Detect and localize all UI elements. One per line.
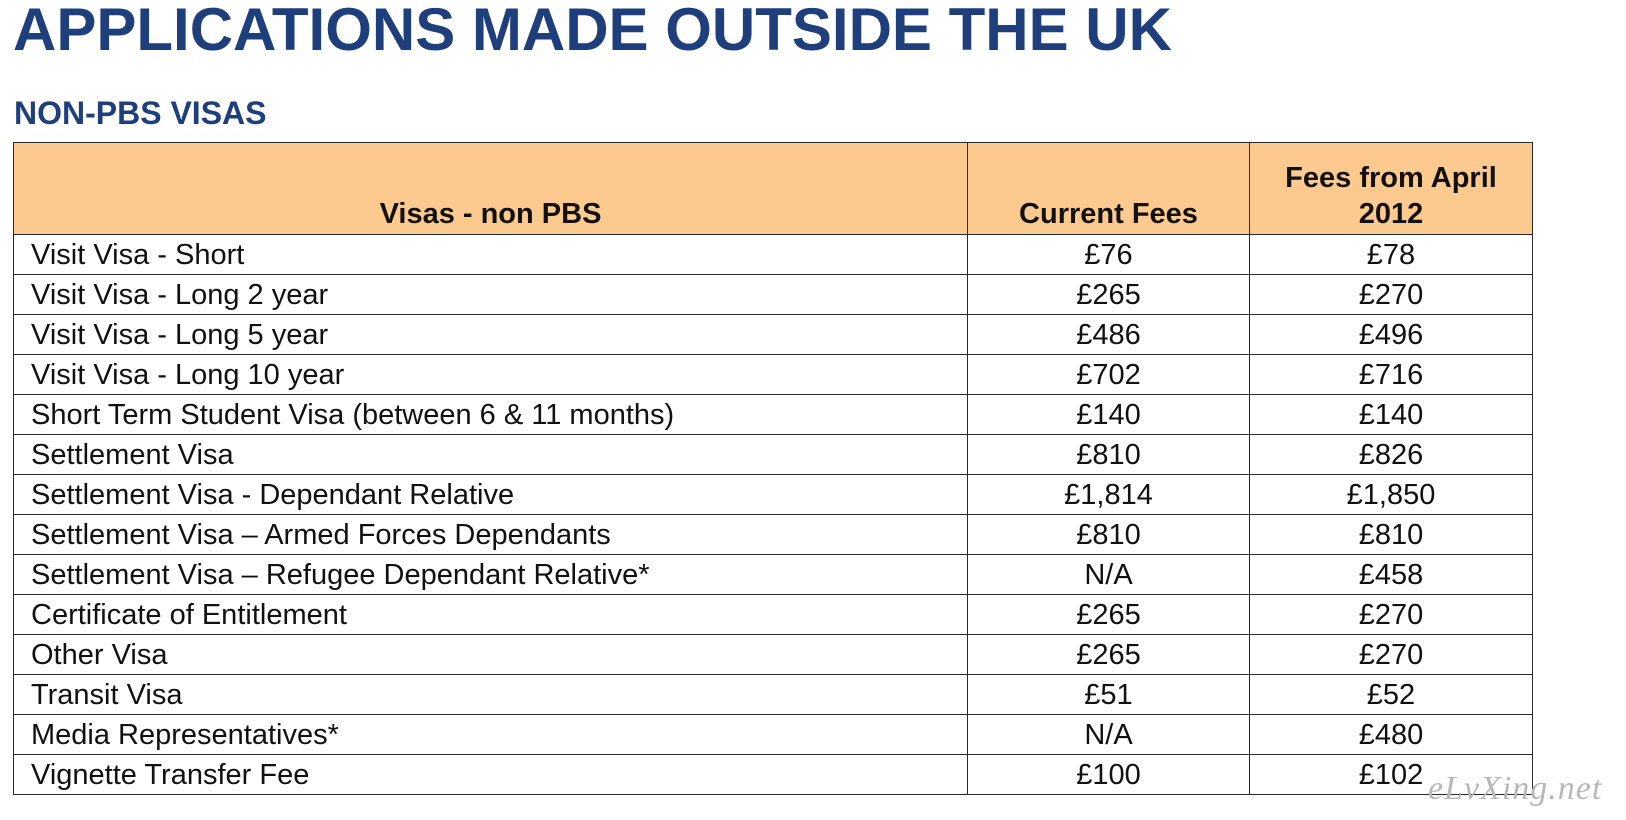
current-fee-cell: £1,814 bbox=[967, 474, 1250, 515]
visa-type-cell: Settlement Visa - Dependant Relative bbox=[13, 474, 968, 515]
table-row: Visit Visa - Long 5 year £486 £496 bbox=[13, 314, 1533, 355]
current-fee-cell: £76 bbox=[967, 234, 1250, 275]
table-row: Settlement Visa – Refugee Dependant Rela… bbox=[13, 554, 1533, 595]
new-fee-cell: £716 bbox=[1249, 354, 1533, 395]
current-fee-cell: £486 bbox=[967, 314, 1250, 355]
visa-type-cell: Short Term Student Visa (between 6 & 11 … bbox=[13, 394, 968, 435]
current-fee-cell: £702 bbox=[967, 354, 1250, 395]
section-heading: NON-PBS VISAS bbox=[14, 95, 267, 131]
table-row: Media Representatives* N/A £480 bbox=[13, 714, 1533, 755]
current-fee-cell: £140 bbox=[967, 394, 1250, 435]
current-fee-cell: N/A bbox=[967, 554, 1250, 595]
visa-type-cell: Transit Visa bbox=[13, 674, 968, 715]
new-fee-cell: £458 bbox=[1249, 554, 1533, 595]
current-fee-cell: N/A bbox=[967, 714, 1250, 755]
table-row: Settlement Visa £810 £826 bbox=[13, 434, 1533, 475]
visa-fees-table: Visas - non PBS Current Fees Fees from A… bbox=[13, 142, 1533, 795]
current-fee-cell: £265 bbox=[967, 634, 1250, 675]
new-fee-cell: £270 bbox=[1249, 274, 1533, 315]
table-row: Visit Visa - Long 10 year £702 £716 bbox=[13, 354, 1533, 395]
table-row: Settlement Visa – Armed Forces Dependant… bbox=[13, 514, 1533, 555]
table-row: Visit Visa - Long 2 year £265 £270 bbox=[13, 274, 1533, 315]
visa-type-cell: Visit Visa - Long 2 year bbox=[13, 274, 968, 315]
visa-type-cell: Settlement Visa bbox=[13, 434, 968, 475]
visa-type-cell: Visit Visa - Long 5 year bbox=[13, 314, 968, 355]
new-fee-cell: £140 bbox=[1249, 394, 1533, 435]
new-fee-cell: £496 bbox=[1249, 314, 1533, 355]
new-fee-cell: £78 bbox=[1249, 234, 1533, 275]
current-fee-cell: £265 bbox=[967, 594, 1250, 635]
new-fee-cell: £102 bbox=[1249, 754, 1533, 795]
current-fee-cell: £265 bbox=[967, 274, 1250, 315]
new-fee-cell: £480 bbox=[1249, 714, 1533, 755]
new-fee-cell: £52 bbox=[1249, 674, 1533, 715]
new-fee-cell: £270 bbox=[1249, 594, 1533, 635]
new-fee-cell: £826 bbox=[1249, 434, 1533, 475]
visa-type-cell: Settlement Visa – Armed Forces Dependant… bbox=[13, 514, 968, 555]
visa-type-cell: Vignette Transfer Fee bbox=[13, 754, 968, 795]
table-row: Short Term Student Visa (between 6 & 11 … bbox=[13, 394, 1533, 435]
table-row: Settlement Visa - Dependant Relative £1,… bbox=[13, 474, 1533, 515]
current-fee-cell: £100 bbox=[967, 754, 1250, 795]
watermark: eLvXing.net bbox=[1428, 770, 1603, 807]
new-fee-cell: £810 bbox=[1249, 514, 1533, 555]
visa-type-cell: Certificate of Entitlement bbox=[13, 594, 968, 635]
visa-type-cell: Settlement Visa – Refugee Dependant Rela… bbox=[13, 554, 968, 595]
column-header-fees-from-april-2012: Fees from April 2012 bbox=[1249, 142, 1533, 235]
table-row: Certificate of Entitlement £265 £270 bbox=[13, 594, 1533, 635]
visa-type-cell: Media Representatives* bbox=[13, 714, 968, 755]
new-fee-cell: £1,850 bbox=[1249, 474, 1533, 515]
current-fee-cell: £51 bbox=[967, 674, 1250, 715]
table-header-row: Visas - non PBS Current Fees Fees from A… bbox=[13, 142, 1533, 235]
table-row: Visit Visa - Short £76 £78 bbox=[13, 234, 1533, 275]
new-fee-cell: £270 bbox=[1249, 634, 1533, 675]
visa-type-cell: Visit Visa - Short bbox=[13, 234, 968, 275]
column-header-visa-type: Visas - non PBS bbox=[13, 142, 968, 235]
table-row: Vignette Transfer Fee £100 £102 bbox=[13, 754, 1533, 795]
visa-type-cell: Visit Visa - Long 10 year bbox=[13, 354, 968, 395]
column-header-current-fees: Current Fees bbox=[967, 142, 1250, 235]
table-row: Transit Visa £51 £52 bbox=[13, 674, 1533, 715]
page-title: APPLICATIONS MADE OUTSIDE THE UK bbox=[13, 0, 1172, 63]
table-row: Other Visa £265 £270 bbox=[13, 634, 1533, 675]
current-fee-cell: £810 bbox=[967, 434, 1250, 475]
visa-type-cell: Other Visa bbox=[13, 634, 968, 675]
current-fee-cell: £810 bbox=[967, 514, 1250, 555]
